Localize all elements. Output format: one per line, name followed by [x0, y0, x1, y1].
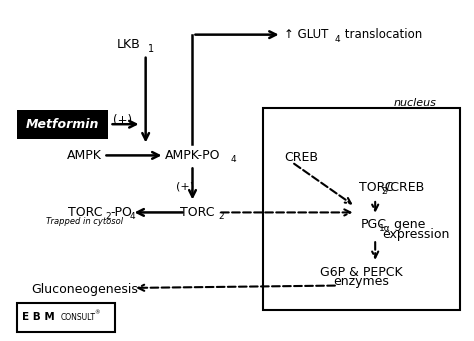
Bar [17, 110, 108, 139]
Text: 2: 2 [381, 187, 387, 196]
Text: AMPK-PO: AMPK-PO [165, 149, 220, 162]
Text: ↑ GLUT: ↑ GLUT [284, 28, 328, 41]
Text: Trapped in cytosol: Trapped in cytosol [46, 217, 123, 226]
Text: translocation: translocation [341, 28, 422, 41]
Text: Gluconeogenesis: Gluconeogenesis [31, 283, 138, 296]
Text: PGC: PGC [361, 218, 387, 231]
Text: (+): (+) [113, 114, 132, 127]
Text: (+): (+) [176, 182, 194, 192]
Bar [263, 108, 459, 310]
Text: enzymes: enzymes [333, 276, 389, 288]
Text: gene: gene [390, 218, 426, 231]
Text: CREB: CREB [284, 151, 318, 164]
Text: 4: 4 [129, 212, 135, 221]
Bar [17, 303, 115, 331]
Text: -PO: -PO [110, 206, 132, 219]
Text: TORC: TORC [359, 181, 393, 194]
Text: TORC: TORC [67, 206, 102, 219]
Text: /CREB: /CREB [386, 181, 424, 194]
Text: LKB: LKB [117, 38, 141, 51]
Text: 1α: 1α [379, 224, 391, 233]
Text: 4: 4 [231, 155, 237, 164]
Text: TORC: TORC [180, 206, 214, 219]
Text: AMPK: AMPK [67, 149, 102, 162]
Text: CONSULT: CONSULT [61, 313, 96, 322]
Text: ®: ® [95, 311, 100, 316]
Text: 4: 4 [335, 34, 340, 44]
Text: nucleus: nucleus [393, 99, 437, 108]
Text: 2: 2 [106, 212, 111, 221]
Text: E B M: E B M [22, 312, 55, 322]
Text: G6P & PEPCK: G6P & PEPCK [320, 266, 402, 279]
Text: 1: 1 [148, 44, 154, 54]
Text: Metformin: Metformin [26, 118, 99, 131]
Text: 2: 2 [218, 212, 224, 221]
Text: expression: expression [382, 228, 450, 241]
